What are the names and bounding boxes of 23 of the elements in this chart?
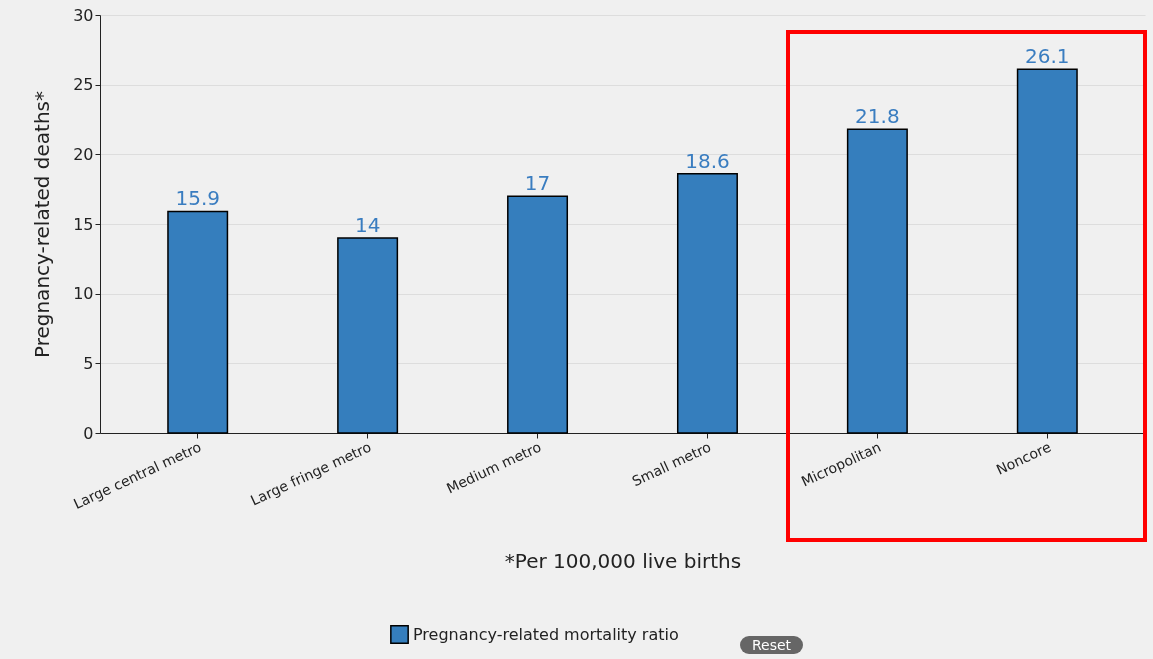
bar (337, 237, 399, 434)
y-tick-label: 0 (83, 423, 94, 443)
y-tick-label: 15 (73, 214, 94, 234)
reset-button: Reset (740, 636, 804, 654)
y-tick-label: 30 (73, 5, 94, 25)
y-tick-label: 5 (83, 353, 94, 373)
bar (676, 173, 738, 434)
y-tick-label: 20 (73, 144, 94, 164)
bar (1016, 68, 1078, 434)
y-tick-label: 25 (73, 75, 94, 95)
x-axis-title: *Per 100,000 live births (504, 548, 742, 573)
data-label: 18.6 (685, 148, 730, 173)
bar (846, 128, 908, 434)
legend-label: Pregnancy-related mortality ratio (413, 624, 679, 644)
y-tick-label: 10 (73, 284, 94, 304)
y-axis-title: Pregnancy-related deaths* (30, 90, 55, 359)
bar (167, 210, 229, 434)
data-label: 14 (354, 212, 381, 237)
data-label: 21.8 (855, 104, 900, 129)
data-label: 17 (524, 171, 551, 196)
data-label: 15.9 (175, 186, 220, 211)
data-label: 26.1 (1025, 44, 1070, 69)
bar (507, 195, 569, 434)
